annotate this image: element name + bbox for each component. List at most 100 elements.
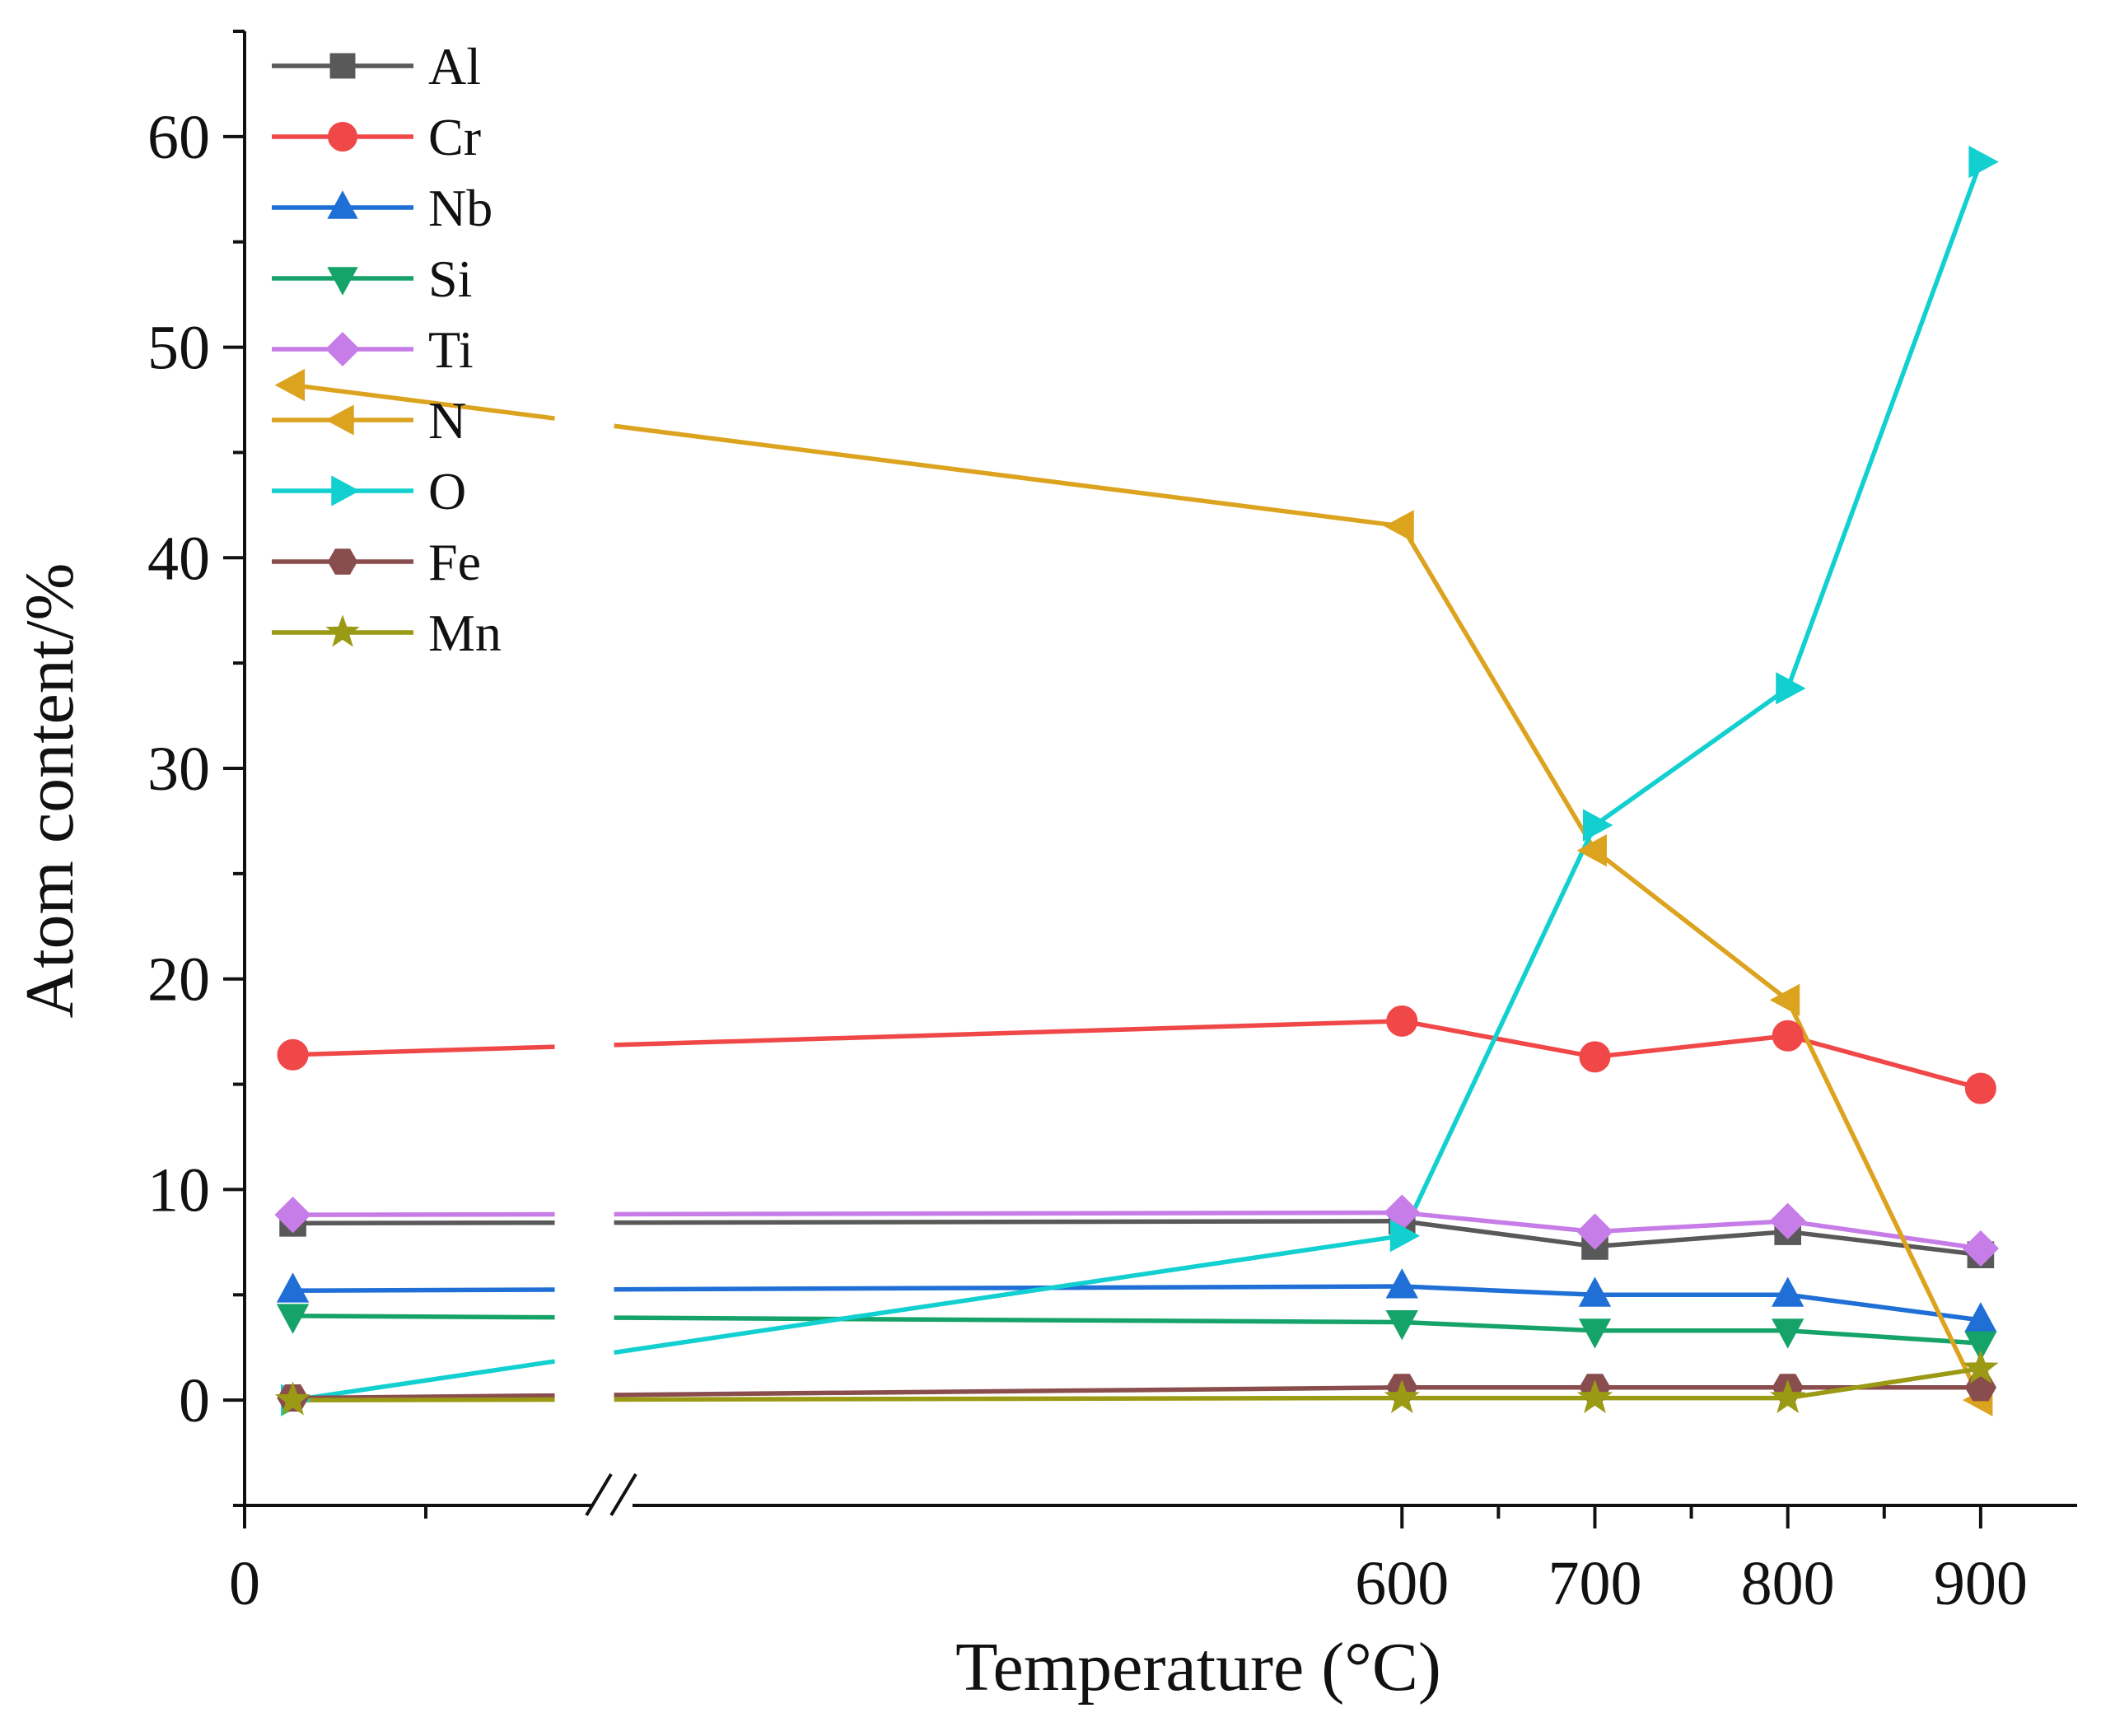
legend-item-Cr: Cr <box>272 108 481 166</box>
series-line-Cr <box>1401 1019 1982 1091</box>
data-point-O <box>1776 672 1806 705</box>
data-point-Cr <box>1772 1020 1804 1052</box>
series-line-Mn <box>614 1395 1403 1402</box>
data-point-O <box>1968 145 1999 179</box>
legend-item-Si: Si <box>272 250 472 308</box>
data-point-Nb <box>1964 1302 1997 1332</box>
data-point-Ti <box>274 1197 311 1234</box>
series-line-N <box>614 423 1403 529</box>
x-tick-label: 0 <box>229 1549 260 1618</box>
series-line-Ti <box>1401 1210 1982 1251</box>
legend-label: Mn <box>428 604 502 662</box>
data-point-Mn <box>1576 1379 1613 1413</box>
series-lines <box>292 161 1983 1402</box>
data-point-Cr <box>277 1038 309 1071</box>
data-point-Si <box>276 1304 310 1334</box>
series-line-Al <box>614 1219 1403 1225</box>
series-line-Fe <box>614 1385 1403 1398</box>
x-axis-title: Temperature (°C) <box>955 1629 1441 1706</box>
data-point-Ti <box>1962 1230 2000 1267</box>
y-tick-label: 20 <box>147 945 210 1015</box>
data-point-Nb <box>1578 1276 1612 1307</box>
legend-label: Fe <box>428 533 481 591</box>
series-line-Mn <box>1402 1366 1982 1401</box>
data-point-Nb <box>1385 1268 1418 1299</box>
legend-label: N <box>428 391 466 450</box>
legend-marker <box>327 190 358 219</box>
y-tick-label: 40 <box>147 524 210 593</box>
x-tick-label: 600 <box>1355 1549 1449 1618</box>
y-tick-label: 60 <box>147 103 210 172</box>
data-point-N <box>1576 834 1607 867</box>
series-line-Cr <box>292 1044 555 1057</box>
axis-break-mark <box>609 1472 637 1517</box>
y-tick-label: 30 <box>147 735 210 804</box>
series-line-Nb <box>614 1284 1403 1292</box>
legend-label: Cr <box>428 108 481 166</box>
data-point-Nb <box>276 1272 310 1303</box>
legend-item-Nb: Nb <box>272 179 493 237</box>
data-point-Si <box>1964 1331 1997 1362</box>
legend-label: Ti <box>428 320 474 379</box>
legend-marker <box>331 475 360 506</box>
data-point-N <box>1384 510 1414 543</box>
y-tick-label: 0 <box>179 1366 210 1435</box>
x-tick-label: 800 <box>1741 1549 1835 1618</box>
series-line-Al <box>1401 1219 1982 1258</box>
legend-marker <box>325 614 360 647</box>
legend-marker <box>328 122 357 152</box>
legend-label: Nb <box>428 179 493 237</box>
y-tick-label: 10 <box>147 1155 210 1225</box>
series-line-Si <box>614 1315 1403 1325</box>
series-line-N <box>1399 525 1983 1402</box>
series-line-Nb <box>1402 1284 1982 1323</box>
y-tick-label: 50 <box>147 314 210 383</box>
data-point-Mn <box>274 1381 311 1416</box>
legend-label: Si <box>428 250 472 308</box>
data-point-O <box>1582 809 1613 842</box>
legend-label: Al <box>428 37 481 96</box>
series-markers <box>274 145 2000 1416</box>
y-axis-title: Atom content/% <box>12 563 88 1019</box>
data-point-Ti <box>1769 1202 1806 1239</box>
legend-marker <box>325 404 354 436</box>
series-line-Fe <box>292 1393 555 1401</box>
data-point-Cr <box>1386 1005 1418 1037</box>
data-point-Cr <box>1964 1072 1996 1104</box>
data-point-Mn <box>1770 1379 1806 1413</box>
data-point-Mn <box>1963 1350 1999 1384</box>
legend-item-Ti: Ti <box>272 320 474 379</box>
data-point-Fe <box>1964 1374 1997 1402</box>
series-line-O <box>292 1359 555 1402</box>
data-point-N <box>274 368 306 402</box>
data-point-Si <box>1578 1318 1612 1349</box>
data-point-Cr <box>1579 1041 1611 1073</box>
data-point-Si <box>1772 1318 1805 1349</box>
series-line-Ti <box>614 1210 1403 1217</box>
legend-item-Al: Al <box>272 37 481 96</box>
data-point-Mn <box>1384 1379 1420 1413</box>
x-tick-label: 900 <box>1934 1549 2028 1618</box>
legend-item-O: O <box>272 462 466 520</box>
data-point-Si <box>1385 1310 1418 1341</box>
legend-item-Fe: Fe <box>272 533 481 591</box>
data-point-N <box>1769 983 1800 1016</box>
series-line-O <box>1399 161 1983 1237</box>
legend: Al Cr Nb Si Ti NO Fe Mn <box>272 37 502 662</box>
data-point-Ti <box>1576 1213 1613 1250</box>
legend-marker <box>327 267 358 296</box>
legend-item-Mn: Mn <box>272 604 502 662</box>
legend-item-N: N <box>272 391 466 450</box>
axes <box>243 31 2077 1517</box>
series-line-N <box>292 382 555 421</box>
legend-marker <box>329 53 356 79</box>
series-line-O <box>614 1233 1403 1356</box>
legend-label: O <box>428 462 466 520</box>
legend-marker <box>325 332 360 366</box>
series-line-Si <box>292 1314 555 1320</box>
data-point-O <box>1389 1220 1421 1253</box>
series-line-Al <box>292 1220 555 1226</box>
series-line-Si <box>1402 1319 1982 1346</box>
